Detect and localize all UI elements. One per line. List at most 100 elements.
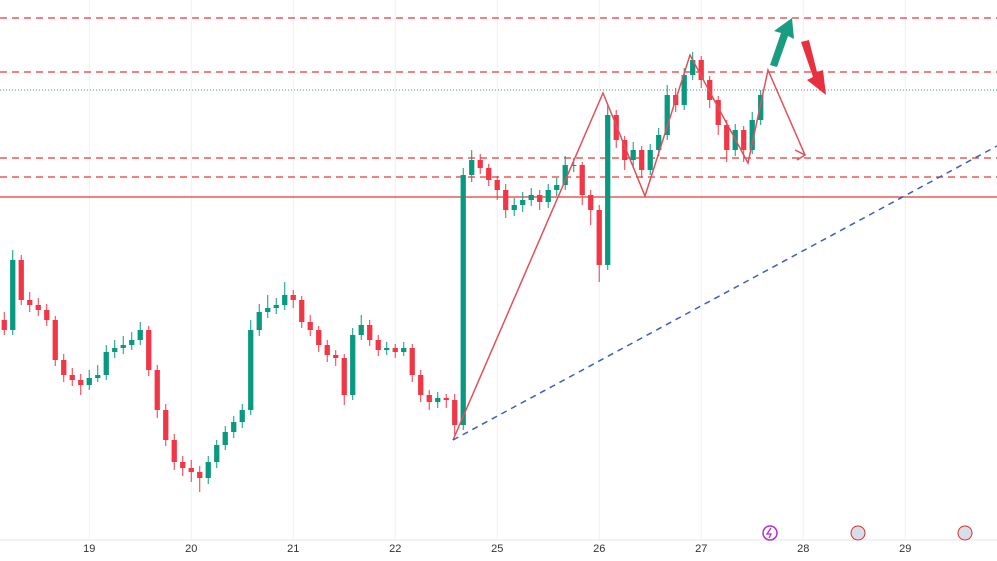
candle-body [273, 305, 279, 308]
candle-body [588, 195, 594, 210]
candle-body [469, 160, 475, 175]
candle-body [426, 395, 432, 402]
candle-body [324, 345, 330, 355]
event-icon-bolt [765, 527, 773, 539]
candle-body [350, 335, 356, 395]
candle-body [503, 190, 509, 210]
candle-body [664, 95, 670, 135]
candle-body [545, 190, 551, 202]
candle-body [231, 422, 237, 432]
candle-body [605, 115, 611, 265]
candle-body [112, 348, 118, 352]
candle-body [435, 398, 441, 402]
candle-body [18, 260, 24, 300]
candle-body [418, 375, 424, 395]
candle-body [129, 340, 135, 345]
candle-body [443, 398, 449, 400]
candle-body [596, 210, 602, 265]
candle-body [27, 300, 33, 305]
candle-body [486, 168, 492, 180]
candle-body [681, 75, 687, 105]
drawings [452, 18, 997, 441]
candle-body [401, 348, 407, 352]
zigzag-projection [452, 53, 806, 441]
candle-body [520, 200, 526, 205]
x-axis: 19 20 21 22 25 26 27 28 29 [0, 539, 997, 555]
candle-body [44, 310, 50, 320]
candle-body [715, 100, 721, 125]
candle-body [214, 445, 220, 462]
candle-body [460, 175, 466, 425]
candle-body [367, 325, 373, 340]
x-tick-label: 25 [491, 543, 503, 555]
candle-body [571, 165, 577, 166]
candle-body [69, 375, 75, 380]
candle-body [452, 400, 458, 425]
candle-body [392, 348, 398, 352]
x-tick-label: 22 [389, 543, 401, 555]
candle-body [647, 150, 653, 170]
candle-body [358, 325, 364, 335]
x-tick-label: 21 [287, 543, 299, 555]
candle-body [528, 195, 534, 200]
candle-body [333, 355, 339, 358]
candle-body [197, 472, 203, 478]
candle-body [52, 320, 58, 360]
flag-icon [957, 525, 973, 541]
candle-body [409, 348, 415, 375]
candle-body [341, 358, 347, 395]
candle-body [316, 330, 322, 345]
candle-body [477, 160, 483, 168]
candle-body [698, 60, 704, 80]
candle-body [741, 130, 747, 150]
candle-body [10, 260, 16, 330]
candle-body [171, 440, 177, 462]
candle-body [690, 60, 696, 75]
candle-body [154, 370, 160, 410]
candle-body [78, 380, 84, 385]
candle-body [630, 150, 636, 160]
candle-body [256, 312, 262, 330]
candle-body [86, 378, 92, 385]
up-arrow [770, 18, 794, 67]
candle-body [639, 150, 645, 170]
candle-body [188, 468, 194, 472]
flag-icon [850, 525, 866, 541]
candle-body [95, 375, 101, 378]
candle-body [265, 308, 271, 312]
candle-body [384, 348, 390, 350]
candle-body [290, 295, 296, 300]
down-arrow [801, 40, 826, 95]
candle-body [707, 80, 713, 100]
x-tick-label: 26 [593, 543, 605, 555]
candle-body [35, 305, 41, 310]
candle-body [579, 165, 585, 195]
x-tick-label: 29 [899, 543, 911, 555]
x-tick-label: 20 [185, 543, 197, 555]
candle-body [758, 95, 764, 120]
candle-body [749, 120, 755, 150]
candle-body [180, 462, 186, 468]
event-icons [762, 525, 973, 541]
candle-body [239, 410, 245, 422]
trend-line [452, 145, 997, 441]
candle-body [307, 322, 313, 330]
candle-body [537, 195, 543, 202]
candle-body [494, 180, 500, 190]
levels [0, 17, 997, 198]
candle-body [554, 185, 560, 190]
zigzag-arrowhead [794, 149, 807, 161]
event-icon [762, 525, 778, 541]
candle-body [562, 165, 568, 185]
candle-body [656, 135, 662, 150]
candle-body [613, 115, 619, 140]
candle-body [205, 462, 211, 478]
candle-body [146, 330, 152, 370]
x-tick-label: 19 [83, 543, 95, 555]
candle-body [120, 345, 126, 348]
x-tick-label: 27 [695, 543, 707, 555]
candle-body [1, 320, 7, 330]
